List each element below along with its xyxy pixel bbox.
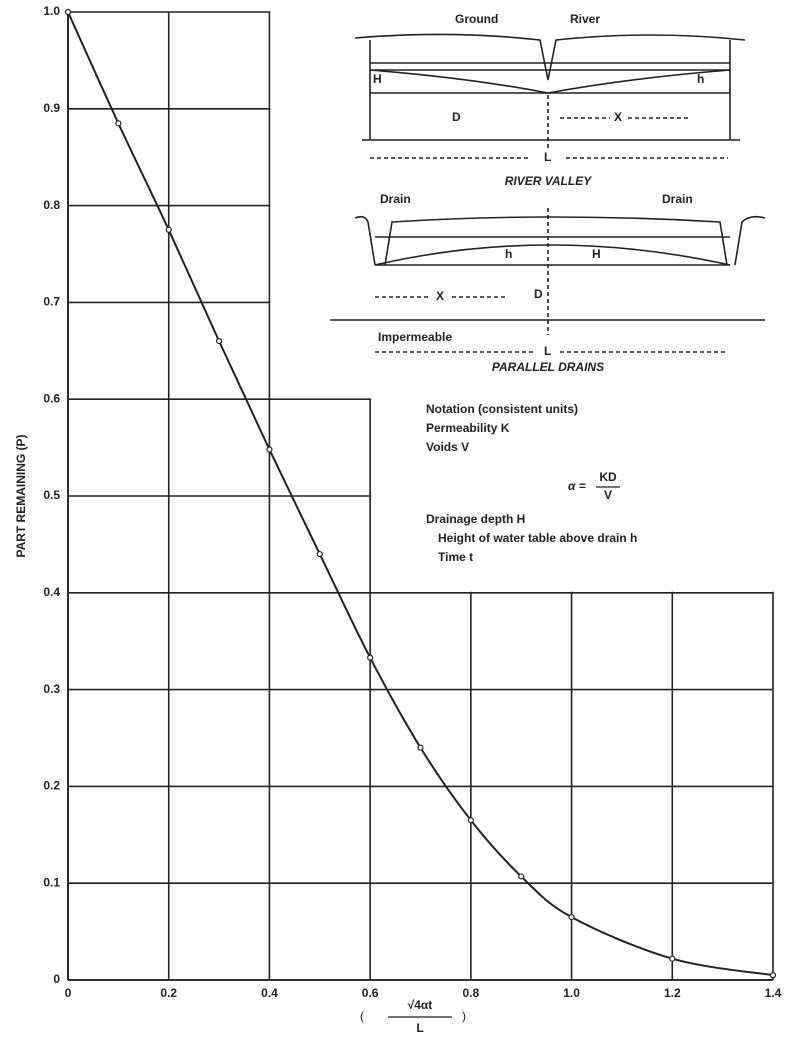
notation-text: Drainage depth H [426, 512, 525, 526]
notation-text: Permeability K [426, 421, 510, 435]
data-point [66, 10, 71, 15]
y-tick-label: 0 [53, 972, 60, 986]
x-label-numerator: √4αt [408, 998, 433, 1012]
data-point [116, 121, 121, 126]
label: L [544, 344, 551, 358]
data-point [569, 915, 574, 920]
data-point [670, 956, 675, 961]
x-tick-label: 0.4 [261, 986, 278, 1000]
formula: V [604, 488, 612, 502]
x-tick-label: 0.8 [463, 986, 480, 1000]
notation-text: Height of water table above drain h [438, 531, 637, 545]
x-label-denominator: L [416, 1021, 423, 1035]
y-tick-label: 0.8 [43, 198, 60, 212]
x-tick-label: 0.2 [160, 986, 177, 1000]
label: H [373, 72, 382, 86]
x-tick-label: 0.6 [362, 986, 379, 1000]
data-point [368, 655, 373, 660]
label: L [544, 150, 551, 164]
data-point [217, 339, 222, 344]
x-axis-label: ( √4αt L ) [360, 998, 466, 1035]
y-tick-label: 0.5 [43, 488, 60, 502]
y-tick-label: 0.7 [43, 295, 60, 309]
label: River [570, 12, 600, 26]
y-tick-label: 0.3 [43, 682, 60, 696]
data-point [267, 447, 272, 452]
y-axis-label: PART REMAINING (P) [14, 434, 28, 557]
inset-background [270, 10, 775, 592]
label: H [592, 247, 601, 261]
label: Drain [380, 192, 411, 206]
label: X [614, 110, 622, 124]
y-tick-label: 0.6 [43, 391, 60, 405]
data-point [418, 745, 423, 750]
label: Ground [455, 12, 498, 26]
y-tick-label: 0.2 [43, 779, 60, 793]
diagram-title: RIVER VALLEY [505, 174, 592, 188]
label: Impermeable [378, 330, 452, 344]
label: D [452, 110, 461, 124]
x-tick-label: 1.2 [664, 986, 681, 1000]
label: X [436, 289, 444, 303]
notation-text: Time t [438, 550, 473, 564]
y-tick-label: 1.0 [43, 4, 60, 18]
paren: ( [360, 1009, 364, 1023]
formula: α = [568, 479, 586, 493]
data-point [166, 227, 171, 232]
label: h [697, 72, 704, 86]
data-point [468, 818, 473, 823]
label: h [505, 247, 512, 261]
y-tick-label: 0.9 [43, 101, 60, 115]
data-point [317, 552, 322, 557]
notation-text: Voids V [426, 440, 469, 454]
y-tick-label: 0.1 [43, 875, 60, 889]
label: D [534, 287, 543, 301]
chart: Ground River H h D X L RIVER VALLEY Drai… [0, 0, 787, 1044]
x-tick-label: 0 [65, 986, 72, 1000]
data-point [519, 874, 524, 879]
label: Drain [662, 192, 693, 206]
formula: KD [599, 470, 617, 484]
paren: ) [462, 1009, 466, 1023]
diagram-title: PARALLEL DRAINS [492, 360, 604, 374]
x-tick-label: 1.0 [563, 986, 580, 1000]
x-tick-label: 1.4 [765, 986, 782, 1000]
y-tick-label: 0.4 [43, 585, 60, 599]
notation-text: Notation (consistent units) [426, 402, 578, 416]
data-point [771, 973, 776, 978]
